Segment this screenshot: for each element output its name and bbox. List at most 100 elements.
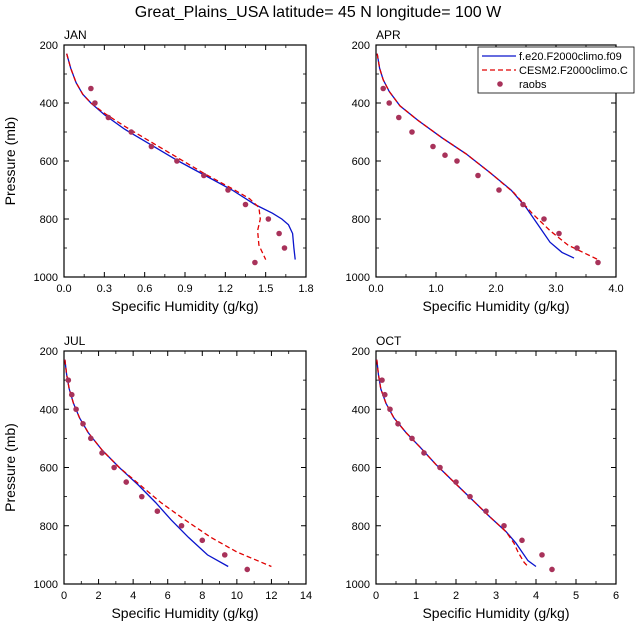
panel-title: APR bbox=[376, 28, 401, 42]
y-tick-label: 200 bbox=[352, 346, 370, 358]
raobs-point bbox=[68, 391, 75, 398]
y-tick-label: 400 bbox=[352, 98, 370, 110]
f-e20-line bbox=[64, 359, 229, 568]
raobs-point bbox=[409, 435, 415, 442]
y-tick-label: 400 bbox=[352, 404, 370, 416]
raobs-point bbox=[174, 158, 180, 164]
panel-apr: APR 0.0 1.0 2.0 3.0 4.0 200 400 600 800 1000 Specif… bbox=[346, 28, 624, 314]
y-tick-label: 800 bbox=[352, 521, 370, 533]
x-tick-label: 0 bbox=[61, 590, 67, 602]
raobs-point bbox=[128, 129, 135, 135]
raobs-point bbox=[201, 172, 207, 179]
raobs-point bbox=[430, 143, 436, 150]
y-tick-label: 800 bbox=[352, 214, 370, 226]
y-tick-label: 1000 bbox=[34, 272, 58, 284]
legend-marker bbox=[497, 81, 503, 87]
x-axis-label: Specific Humidity (g/kg) bbox=[111, 298, 258, 314]
y-tick-label: 400 bbox=[40, 404, 58, 416]
y-axis-label: Pressure (mb) bbox=[2, 423, 18, 512]
legend-box bbox=[477, 46, 635, 94]
y-tick-label: 200 bbox=[40, 40, 58, 52]
x-axis-label: Specific Humidity (g/kg) bbox=[422, 298, 569, 314]
raobs-point bbox=[496, 187, 502, 193]
raobs-point bbox=[519, 537, 525, 544]
panel-title: JAN bbox=[64, 28, 87, 42]
y-tick-label: 800 bbox=[40, 214, 58, 226]
cesm2-line bbox=[376, 359, 529, 567]
raobs-point bbox=[199, 537, 206, 544]
x-tick-label: 0.0 bbox=[368, 283, 383, 295]
raobs-point bbox=[501, 522, 507, 529]
y-tick-label: 1000 bbox=[346, 272, 370, 284]
x-tick-label: 5 bbox=[573, 590, 579, 602]
raobs-point bbox=[242, 201, 249, 208]
panel-title: JUL bbox=[64, 334, 86, 348]
raobs-point bbox=[87, 435, 94, 442]
raobs-point bbox=[483, 508, 489, 514]
raobs-point bbox=[244, 566, 251, 573]
panel-jan: JAN 0.0 0.3 0.6 0.9 1.2 1.5 1.8 200 400 600 800 1000… bbox=[2, 28, 314, 314]
raobs-point bbox=[421, 450, 427, 456]
raobs-point bbox=[387, 406, 393, 413]
raobs-point bbox=[539, 552, 545, 558]
x-tick-label: 10 bbox=[231, 590, 243, 602]
raobs-point bbox=[65, 377, 72, 383]
raobs-point bbox=[380, 85, 387, 92]
y-tick-label: 600 bbox=[352, 463, 370, 475]
raobs-point bbox=[265, 216, 272, 222]
raobs-point bbox=[549, 566, 555, 573]
y-tick-label: 600 bbox=[40, 463, 58, 475]
x-tick-label: 1.2 bbox=[218, 283, 233, 295]
panel-title: OCT bbox=[376, 334, 402, 348]
raobs-point bbox=[80, 421, 86, 427]
legend-label: raobs bbox=[519, 79, 547, 91]
x-tick-label: 1.0 bbox=[428, 283, 443, 295]
legend-label: CESM2.F2000climo.C bbox=[519, 65, 628, 77]
f-e20-line bbox=[66, 53, 296, 260]
x-tick-label: 6 bbox=[613, 590, 619, 602]
raobs-point bbox=[73, 406, 79, 413]
raobs-point bbox=[395, 421, 401, 427]
x-axis-label: Specific Humidity (g/kg) bbox=[111, 605, 258, 621]
raobs-point bbox=[467, 493, 473, 500]
raobs-point bbox=[225, 187, 231, 193]
y-axis-label: Pressure (mb) bbox=[2, 117, 18, 206]
plot-frame bbox=[63, 44, 307, 278]
x-tick-label: 6 bbox=[165, 590, 171, 602]
raobs-point bbox=[556, 230, 562, 237]
raobs-point bbox=[442, 152, 448, 158]
y-tick-label: 800 bbox=[40, 521, 58, 533]
x-tick-label: 1.5 bbox=[258, 283, 273, 295]
y-tick-label: 1000 bbox=[34, 579, 58, 591]
x-tick-label: 12 bbox=[265, 590, 277, 602]
raobs-point bbox=[520, 201, 526, 208]
x-tick-label: 0.6 bbox=[137, 283, 152, 295]
legend-label: f.e20.F2000climo.f09 bbox=[519, 51, 622, 63]
y-tick-label: 600 bbox=[352, 156, 370, 168]
x-tick-label: 4.0 bbox=[608, 283, 623, 295]
y-tick-label: 200 bbox=[40, 346, 58, 358]
plot-frame bbox=[63, 350, 307, 585]
x-tick-label: 2 bbox=[453, 590, 459, 602]
raobs-point bbox=[475, 172, 481, 179]
raobs-point bbox=[379, 377, 385, 383]
x-tick-label: 4 bbox=[533, 590, 539, 602]
raobs-point bbox=[396, 114, 402, 121]
raobs-point bbox=[276, 230, 282, 237]
x-tick-label: 2 bbox=[96, 590, 102, 602]
x-tick-label: 0.0 bbox=[56, 283, 71, 295]
raobs-point bbox=[574, 245, 580, 251]
raobs-point bbox=[123, 479, 130, 485]
f-e20-line bbox=[376, 359, 537, 568]
raobs-point bbox=[382, 391, 388, 398]
x-tick-label: 0.3 bbox=[97, 283, 112, 295]
x-tick-label: 1.8 bbox=[298, 283, 313, 295]
x-tick-label: 0.9 bbox=[177, 283, 192, 295]
raobs-point bbox=[281, 245, 288, 251]
figure-title: Great_Plains_USA latitude= 45 N longitud… bbox=[135, 4, 502, 21]
raobs-point bbox=[454, 158, 460, 164]
raobs-point bbox=[252, 259, 258, 266]
raobs-point bbox=[386, 100, 393, 106]
